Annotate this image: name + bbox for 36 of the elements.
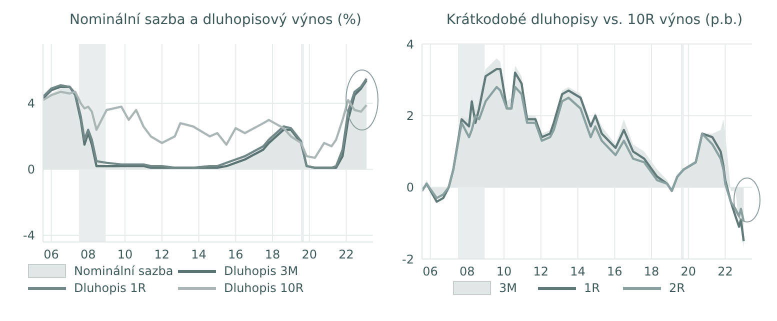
legend-label: 3M <box>499 281 517 295</box>
legend-label: 2R <box>669 281 685 295</box>
y-tick-label: 0 <box>406 180 414 195</box>
x-tick-label: 20 <box>302 248 318 262</box>
x-tick-label: 10 <box>117 248 133 262</box>
line-series <box>43 90 368 159</box>
y-tick-label: 2 <box>406 108 414 123</box>
x-tick-label: 22 <box>338 248 354 262</box>
y-tick-label: 4 <box>406 37 414 52</box>
legend-label: Dluhopis 3M <box>224 264 298 278</box>
x-tick-label: 18 <box>644 264 660 279</box>
y-tick-label: 0 <box>27 162 35 177</box>
x-tick-label: 08 <box>460 264 475 279</box>
x-tick-label: 14 <box>570 264 586 279</box>
x-tick-label: 16 <box>228 248 244 262</box>
y-tick-label: -4 <box>23 228 35 243</box>
chart-title: Krátkodobé dluhopisy vs. 10R výnos (p.b.) <box>445 11 744 30</box>
x-tick-label: 12 <box>533 264 549 279</box>
x-tick-label: 22 <box>718 264 733 279</box>
x-tick-label: 20 <box>680 264 696 279</box>
x-tick-label: 06 <box>422 264 438 279</box>
x-tick-label: 14 <box>191 248 206 262</box>
legend-label: Dluhopis 1R <box>74 281 146 295</box>
x-tick-label: 16 <box>607 264 622 279</box>
x-tick-label: 10 <box>496 264 512 279</box>
x-tick-label: 18 <box>264 248 280 262</box>
legend-label: Dluhopis 10R <box>224 281 304 295</box>
x-tick-label: 08 <box>80 248 96 262</box>
line-series <box>422 86 745 222</box>
legend-label: Nominální sazba <box>74 264 174 278</box>
y-tick-label: 4 <box>27 96 35 111</box>
x-tick-label: 12 <box>154 248 170 262</box>
chart-title: Nominální sazba a dluhopisový výnos (%) <box>68 11 362 30</box>
y-tick-label: -2 <box>402 252 414 266</box>
legend-label: 1R <box>584 281 600 295</box>
x-tick-label: 06 <box>44 248 59 262</box>
